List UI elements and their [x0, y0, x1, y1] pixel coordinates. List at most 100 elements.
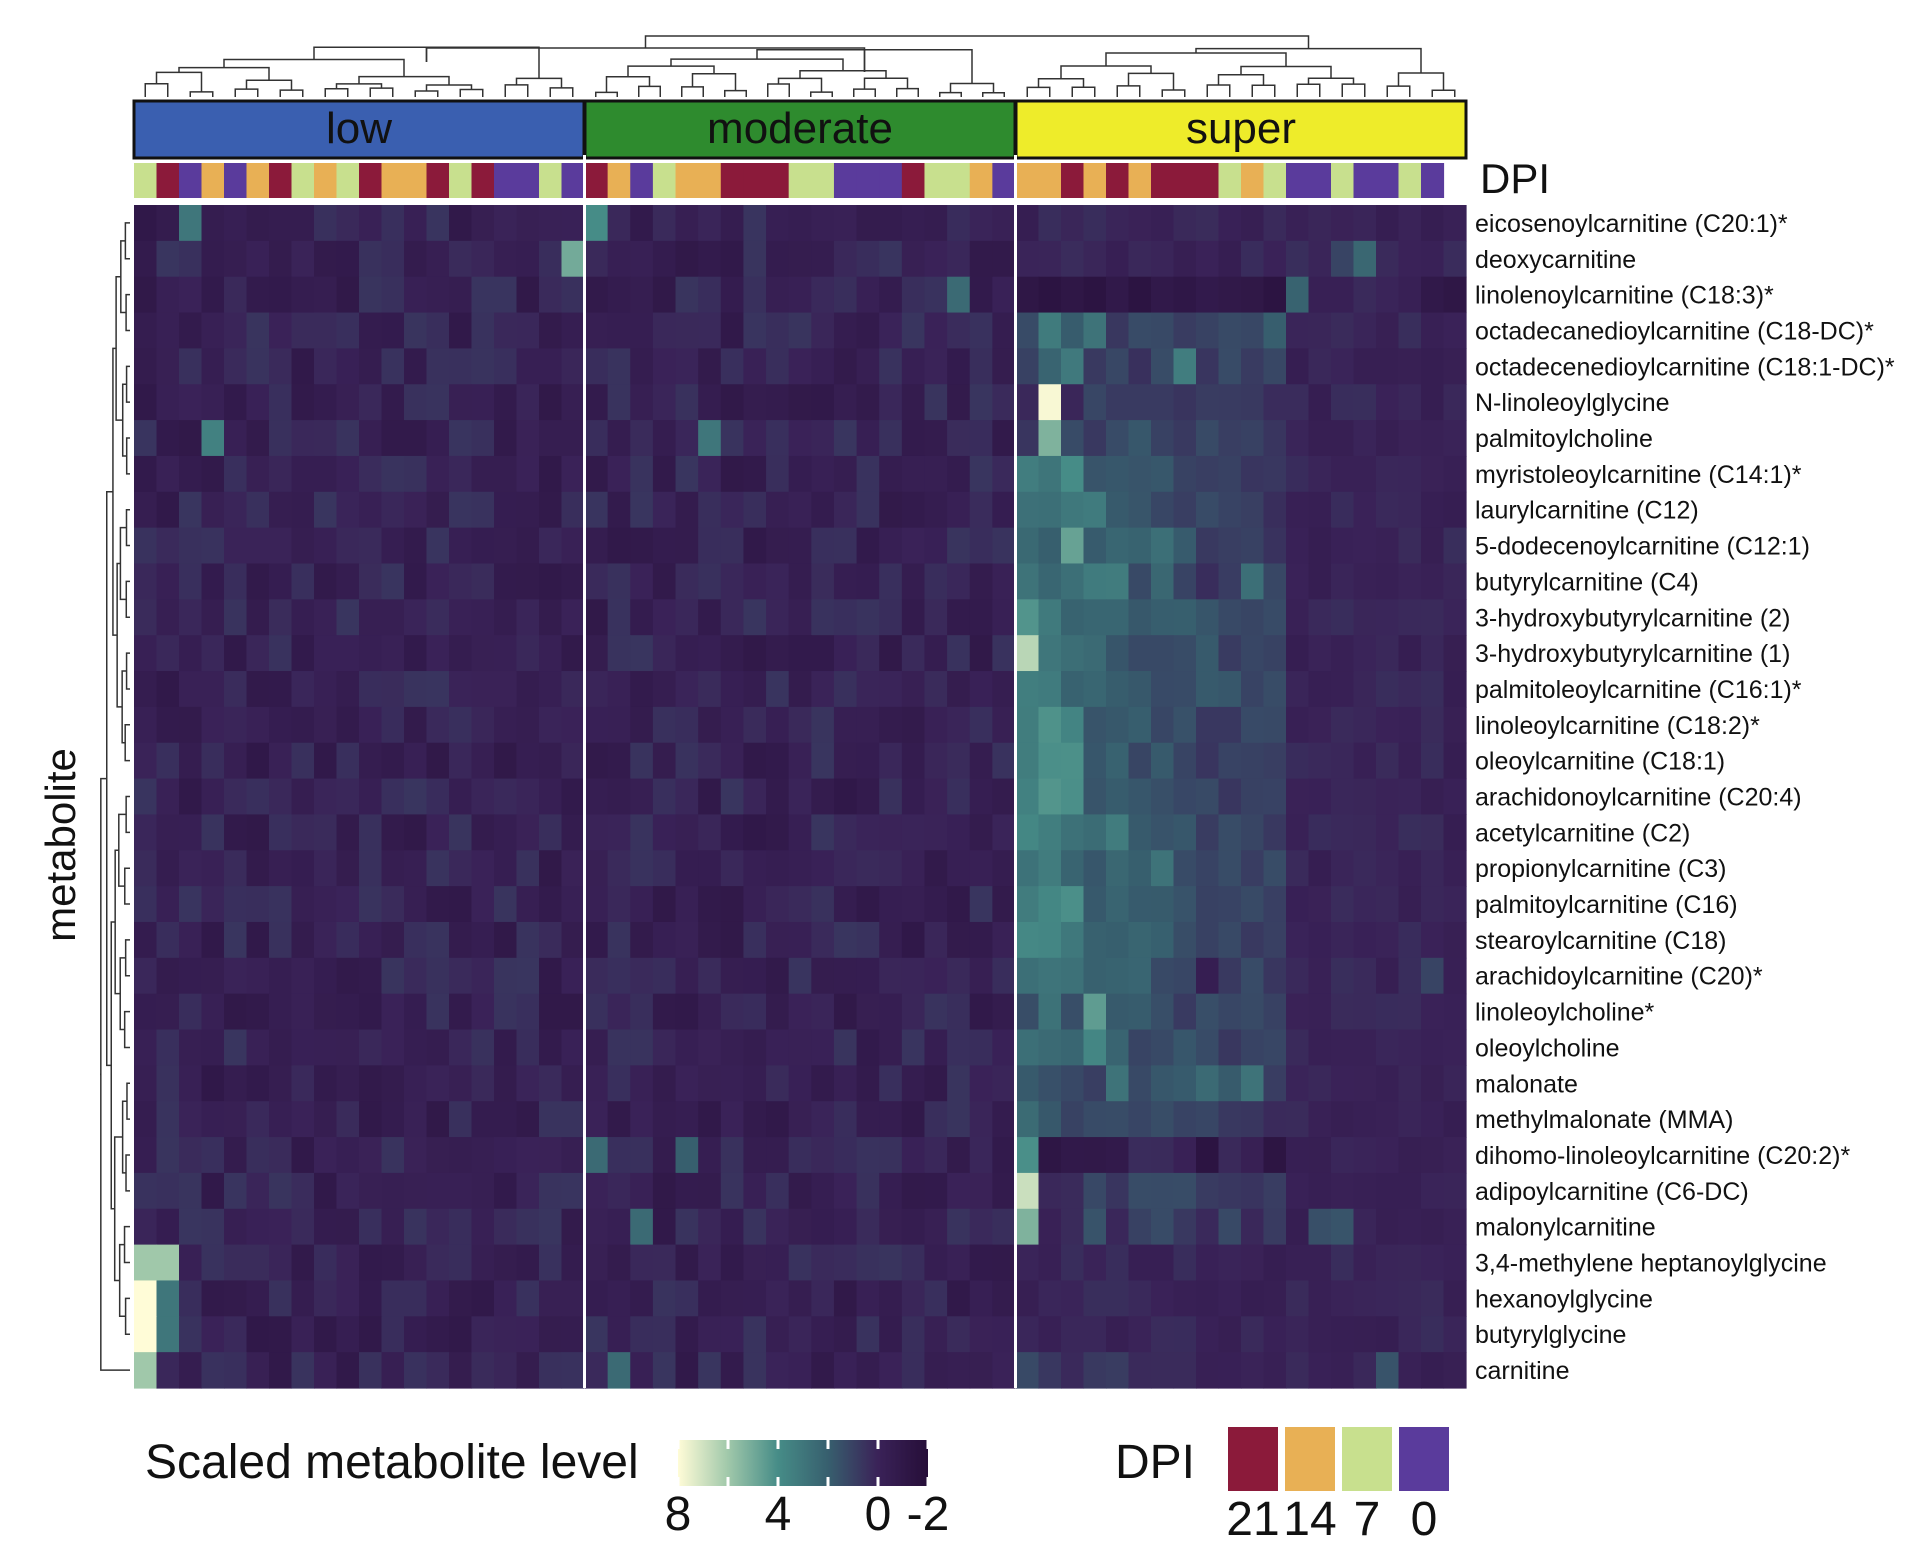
heatmap-cell — [1106, 778, 1130, 816]
heatmap-cell — [1061, 1172, 1085, 1210]
heatmap-cell — [720, 420, 745, 457]
heatmap-cell — [1128, 240, 1152, 278]
heatmap-cell — [1106, 671, 1130, 708]
heatmap-cell — [426, 276, 450, 314]
heatmap-cell — [539, 1244, 563, 1282]
heatmap-cell — [561, 778, 585, 816]
heatmap-cell — [1151, 957, 1175, 995]
heatmap-cell — [1398, 1137, 1422, 1174]
heatmap-cell — [246, 420, 270, 457]
heatmap-cell — [179, 276, 203, 314]
heatmap-cell — [336, 420, 360, 457]
heatmap-cell — [675, 348, 699, 385]
heatmap-cell — [1083, 491, 1107, 529]
heatmap-cell — [766, 491, 790, 529]
heatmap-cell — [1173, 599, 1197, 636]
heatmap-cell — [811, 635, 835, 672]
heatmap-cell — [833, 240, 858, 278]
heatmap-cell — [1286, 671, 1310, 708]
heatmap-cell — [134, 491, 158, 529]
heatmap-cell — [269, 671, 293, 708]
heatmap-cell — [833, 1208, 858, 1246]
heatmap-cell — [449, 635, 473, 672]
heatmap-cell — [381, 957, 405, 995]
row-dendrogram — [100, 222, 130, 1371]
heatmap-cell — [675, 240, 699, 278]
heatmap-cell — [1038, 1101, 1062, 1138]
heatmap-cell — [1308, 1172, 1332, 1210]
heatmap-cell — [224, 921, 248, 959]
heatmap-cell — [134, 778, 158, 816]
heatmap-cell — [924, 1316, 948, 1353]
heatmap-cell — [1263, 348, 1287, 385]
heatmap-cell — [224, 1065, 248, 1102]
heatmap-cell — [901, 814, 926, 851]
heatmap-cell — [1286, 312, 1310, 349]
heatmap-cell — [1038, 348, 1062, 385]
heatmap-cell — [833, 1352, 858, 1389]
heatmap-cell — [1083, 850, 1107, 887]
heatmap-cell — [426, 491, 450, 529]
heatmap-cell — [336, 814, 360, 851]
heatmap-cell — [811, 1316, 835, 1353]
heatmap-cell — [1128, 1065, 1152, 1102]
dendrogram-branch — [595, 91, 618, 97]
heatmap-cell — [1241, 1137, 1265, 1174]
heatmap-cell — [585, 1208, 609, 1246]
heatmap-cell — [471, 205, 495, 242]
heatmap-cell — [156, 1244, 180, 1282]
heatmap-cell — [1038, 491, 1062, 529]
dpi-cell — [1218, 163, 1242, 198]
heatmap-cell — [1331, 455, 1355, 493]
heatmap-cell — [1038, 312, 1062, 349]
heatmap-cell — [1421, 599, 1445, 636]
heatmap-cell — [1398, 348, 1422, 385]
heatmap-cell — [630, 1352, 654, 1389]
heatmap-cell — [156, 706, 180, 744]
heatmap-cell — [1151, 1316, 1175, 1353]
heatmap-cell — [969, 706, 993, 744]
heatmap-cell — [539, 599, 563, 636]
heatmap-cell — [1286, 993, 1310, 1031]
heatmap-cell — [1286, 1172, 1310, 1210]
heatmap-cell — [788, 240, 812, 278]
heatmap-cell — [179, 1316, 203, 1353]
heatmap-cell — [1308, 993, 1332, 1031]
heatmap-cell — [811, 1065, 835, 1102]
heatmap-cell — [269, 1065, 293, 1102]
heatmap-cell — [1151, 384, 1175, 421]
heatmap-cell — [314, 1352, 338, 1389]
heatmap-cell — [156, 420, 180, 457]
heatmap-cell — [404, 384, 428, 421]
heatmap-cell — [539, 1352, 563, 1389]
heatmap-cell — [359, 814, 383, 851]
heatmap-cell — [924, 957, 948, 995]
heatmap-cell — [246, 850, 270, 887]
heatmap-cell — [1331, 635, 1355, 672]
heatmap-cell — [924, 778, 948, 816]
heatmap-cell — [992, 993, 1016, 1031]
heatmap-cell — [811, 1352, 835, 1389]
heatmap-cell — [1196, 276, 1220, 314]
dpi-legend-label: 14 — [1283, 1493, 1336, 1546]
heatmap-cell — [720, 1172, 745, 1210]
heatmap-cell — [269, 921, 293, 959]
heatmap-cell — [516, 1172, 540, 1210]
heatmap-cell — [1353, 778, 1377, 816]
heatmap-cell — [1038, 635, 1062, 672]
heatmap-cell — [1263, 420, 1287, 457]
heatmap-cell — [1016, 1208, 1040, 1246]
heatmap-cell — [1061, 993, 1085, 1031]
heatmap-cell — [494, 1244, 518, 1282]
heatmap-cell — [1421, 205, 1445, 242]
heatmap-cell — [561, 1137, 585, 1174]
heatmap-cell — [1353, 886, 1377, 923]
heatmap-cell — [561, 1316, 585, 1353]
heatmap-cell — [720, 635, 745, 672]
heatmap-cell — [246, 1208, 270, 1246]
heatmap-cell — [811, 384, 835, 421]
heatmap-cell — [1083, 1352, 1107, 1389]
heatmap-cell — [539, 886, 563, 923]
heatmap-cell — [494, 671, 518, 708]
heatmap-cell — [630, 527, 654, 565]
